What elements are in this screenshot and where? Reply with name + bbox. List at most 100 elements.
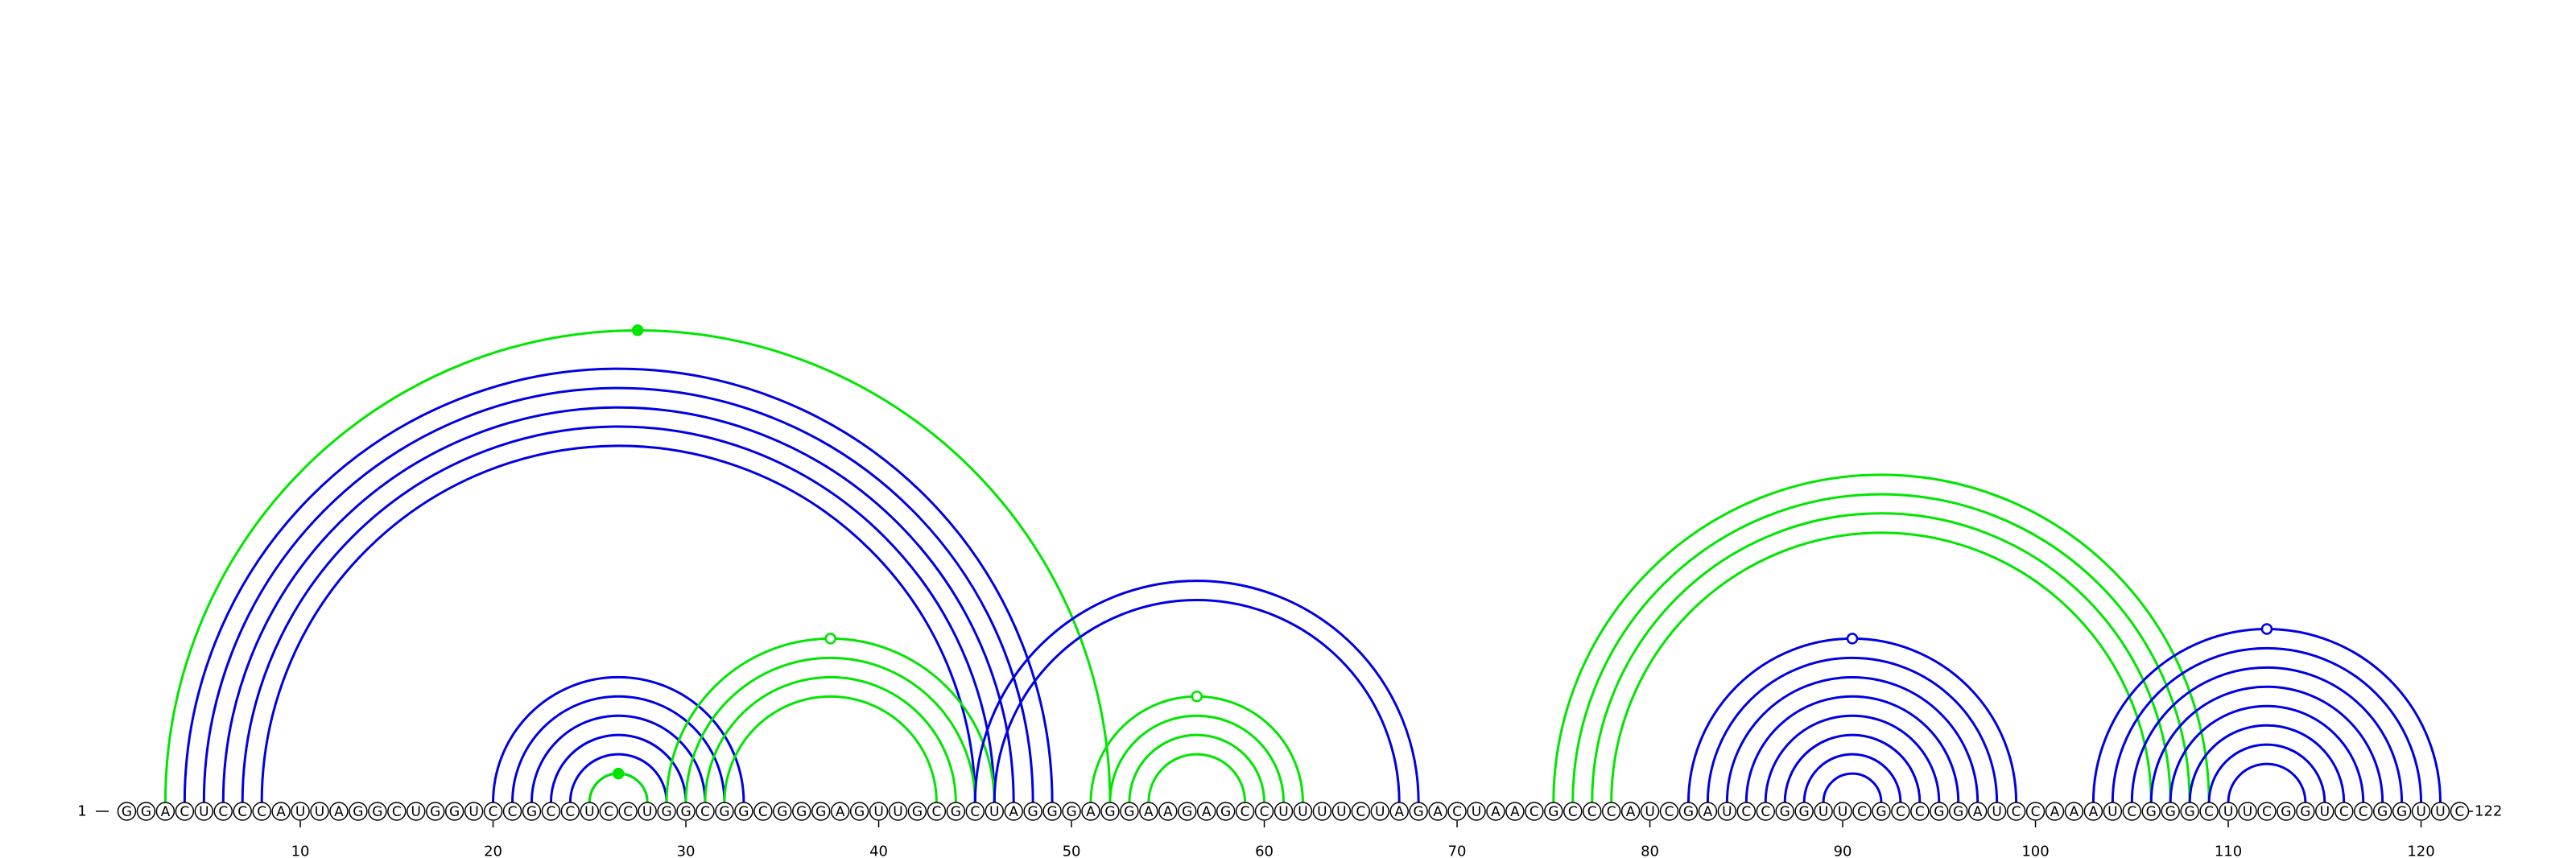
nucleotide-circle	[2392, 802, 2412, 821]
nucleotide-96: G	[1949, 802, 1968, 821]
nucleotide-58: G	[1216, 802, 1236, 821]
nucleotide-37: G	[811, 802, 831, 821]
base-pair-arc-77-107	[1591, 512, 2172, 803]
nucleotide-13: G	[349, 802, 368, 821]
nucleotide-letter: C	[489, 804, 498, 820]
base-pair-arc-52-61	[1108, 714, 1285, 803]
nucleotide-letter: G	[1780, 804, 1790, 820]
nucleotide-36: G	[792, 802, 811, 821]
nucleotide-circle	[368, 802, 387, 821]
base-pair-arc-78-106	[1610, 531, 2153, 803]
nucleotide-circle	[2257, 802, 2277, 821]
nucleotide-circle	[1794, 802, 1814, 821]
nucleotide-letter: A	[1703, 804, 1713, 820]
tick-label-30: 30	[677, 844, 696, 858]
nucleotide-circle	[1447, 802, 1467, 821]
nucleotide-circle	[2122, 802, 2142, 821]
nucleotide-circle	[1698, 802, 1718, 821]
nucleotide-circle	[2334, 802, 2354, 821]
nucleotide-letter: G	[1414, 804, 1424, 820]
nucleotide-circle	[1910, 802, 1930, 821]
nucleotide-letter: C	[1761, 804, 1770, 820]
nucleotide-circle	[1987, 802, 2007, 821]
nucleotide-letter: C	[1741, 804, 1751, 820]
nucleotide-letter: G	[2146, 804, 2157, 820]
nucleotide-circle	[907, 802, 927, 821]
nucleotide-letter: C	[392, 804, 402, 820]
nucleotide-121: U	[2430, 802, 2450, 821]
nucleotide-circle	[1544, 802, 1563, 821]
nucleotide-circle	[2430, 802, 2450, 821]
nucleotide-24: C	[560, 802, 580, 821]
nucleotide-100: C	[2025, 802, 2046, 821]
nucleotide-letter: C	[700, 804, 710, 820]
nucleotide-letter: G	[1066, 804, 1076, 820]
nucleotide-88: G	[1794, 802, 1814, 821]
base-pair-arc-106-118	[2149, 685, 2384, 803]
tick-label-50: 50	[1063, 844, 1081, 858]
nucleotide-circle	[2161, 802, 2180, 821]
nucleotide-letter: G	[1028, 804, 1038, 820]
nucleotide-circle	[965, 802, 985, 821]
nucleotide-22: G	[522, 802, 542, 821]
nucleotide-circle	[715, 802, 734, 821]
nucleotide-15: C	[387, 802, 407, 821]
nucleotide-circle	[2180, 802, 2199, 821]
nucleotide-circle	[117, 802, 137, 821]
nucleotide-circle	[1389, 802, 1409, 821]
nucleotide-letter: G	[680, 804, 691, 820]
nucleotide-19: U	[464, 802, 484, 821]
nucleotide-44: G	[946, 802, 966, 821]
nucleotide-letter: G	[777, 804, 787, 820]
nucleotide-59: C	[1235, 802, 1255, 821]
nucleotide-letter: U	[1992, 804, 2001, 820]
nucleotide-circle	[2064, 802, 2084, 821]
nucleotide-8: C	[252, 802, 271, 821]
nucleotide-83: A	[1698, 802, 1718, 821]
tick-label-40: 40	[869, 844, 888, 858]
nucleotide-letter: G	[1934, 804, 1944, 820]
nucleotide-letter: C	[1241, 804, 1250, 820]
nucleotide-82: G	[1678, 802, 1699, 821]
base-pair-arc-88-93	[1802, 753, 1902, 803]
nucleotide-letter: G	[796, 804, 807, 820]
nucleotide-119: G	[2392, 802, 2412, 821]
nucleotide-letter: C	[623, 804, 633, 820]
nucleotide-letter: A	[1163, 804, 1173, 820]
nucleotide-circle	[1467, 802, 1486, 821]
nucleotide-56: G	[1178, 802, 1197, 821]
nucleotide-letter: C	[1530, 804, 1539, 820]
nucleotide-33: G	[734, 802, 753, 821]
nucleotide-letter: U	[315, 804, 324, 820]
nucleotide-letter: C	[508, 804, 518, 820]
nucleotide-circle	[1525, 802, 1544, 821]
nucleotide-circle	[1409, 802, 1428, 821]
nucleotide-95: G	[1930, 802, 1949, 821]
nucleotide-112: C	[2257, 802, 2277, 821]
nucleotide-circle	[560, 802, 580, 821]
nucleotide-letter: G	[141, 804, 151, 820]
nucleotide-circle	[1833, 802, 1852, 821]
nucleotide-letter: C	[758, 804, 768, 820]
nucleotide-104: U	[2103, 802, 2123, 821]
nucleotide-21: C	[502, 802, 522, 821]
nucleotide-circle	[618, 802, 638, 821]
nucleotide-letter: G	[1548, 804, 1558, 820]
nucleotide-64: U	[1331, 802, 1352, 821]
nucleotide-7: C	[233, 802, 252, 821]
nucleotide-letter: G	[526, 804, 537, 820]
nucleotide-letter: U	[2416, 804, 2425, 820]
nucleotide-circle	[1582, 802, 1602, 821]
nucleotide-45: C	[965, 802, 985, 821]
nucleotide-circle	[252, 802, 271, 821]
base-pair-arc-4-49	[183, 367, 1054, 803]
nucleotide-72: A	[1486, 802, 1505, 821]
nucleotide-letter: C	[2012, 804, 2021, 820]
nucleotide-letter: C	[1356, 804, 1365, 820]
nucleotide-circle	[888, 802, 908, 821]
nucleotide-circle	[985, 802, 1004, 821]
base-pair-arc-24-29	[568, 753, 668, 803]
base-pair-arc-85-96	[1744, 695, 1960, 803]
base-pair-arc-20-33	[492, 675, 745, 803]
